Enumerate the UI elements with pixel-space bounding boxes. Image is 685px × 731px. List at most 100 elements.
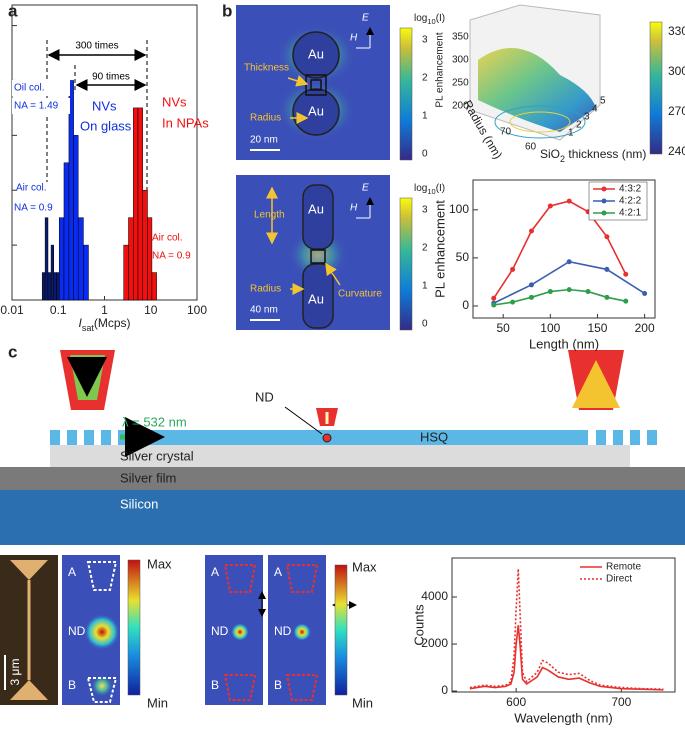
- colorbar-label: Max: [147, 556, 172, 571]
- colorbar-tick-label: 300: [668, 64, 685, 78]
- y-tick-label: 50: [456, 250, 470, 264]
- text-part: thickness (nm): [565, 147, 646, 161]
- subscript: 10: [427, 187, 435, 196]
- text-part: (Mcps): [94, 316, 131, 330]
- colorbar-label: Min: [147, 695, 168, 710]
- label: HSQ: [420, 429, 448, 444]
- particle-label: Au: [308, 103, 324, 118]
- bar: [63, 162, 70, 301]
- point: [510, 266, 516, 272]
- bar: [151, 272, 157, 301]
- bar: [137, 107, 143, 301]
- y-axis-label: Counts: [411, 604, 426, 646]
- point: [585, 289, 591, 295]
- x-tick-label: 100: [540, 321, 560, 335]
- x-tick-label: 60: [525, 142, 537, 153]
- point: [547, 203, 553, 209]
- axis-label: E: [362, 183, 369, 194]
- legend-label: 4:3:2: [619, 184, 642, 195]
- y-tick-label: 3: [584, 112, 590, 123]
- point: [642, 290, 648, 296]
- bar: [133, 107, 139, 301]
- x-axis-label: Wavelength (nm): [514, 710, 613, 725]
- layer-label: Silicon: [120, 496, 158, 511]
- x-tick-label: 1: [101, 303, 108, 317]
- x-axis-label: Isat(Mcps): [78, 316, 130, 333]
- point: [604, 294, 610, 300]
- bar: [142, 189, 148, 301]
- bar: [73, 135, 79, 301]
- plot-frame: [451, 557, 676, 693]
- annotation: Radius: [250, 284, 281, 295]
- point: [566, 287, 572, 293]
- layer-label: Silver film: [120, 470, 176, 485]
- bar: [58, 217, 65, 301]
- bar: [77, 217, 84, 301]
- colorbar-tick-label: 3: [422, 205, 428, 216]
- y-tick-label: 2: [576, 120, 582, 131]
- particle-label: Au: [308, 201, 324, 216]
- text-part: (I): [436, 183, 445, 194]
- subscript: 2: [560, 154, 565, 164]
- text-part: log: [414, 183, 427, 194]
- annotation: Radius: [250, 113, 281, 124]
- panel-label: b: [222, 1, 232, 20]
- y-tick-label: 1: [568, 128, 574, 139]
- series-line: [469, 568, 664, 690]
- colorbar-tick-label: 1: [422, 281, 428, 292]
- map-label: ND: [211, 624, 229, 638]
- z-tick-label: 300: [452, 55, 469, 66]
- bar: [128, 217, 134, 301]
- bar: [56, 272, 60, 301]
- annotation: 90 times: [92, 72, 130, 83]
- y-tick-label: 0: [441, 683, 448, 697]
- legend-marker: [601, 186, 607, 192]
- point: [604, 234, 610, 240]
- colorbar-tick-label: 0: [422, 319, 428, 330]
- text-part: (I): [436, 13, 445, 24]
- annotation: NVs: [162, 94, 187, 109]
- x-tick-label: 0.1: [50, 303, 67, 317]
- y-tick-label: 100: [449, 202, 469, 216]
- axis-label: E: [362, 13, 369, 24]
- x-tick-label: 100: [187, 303, 207, 317]
- annotation: Curvature: [338, 289, 382, 300]
- x-tick-label: 10: [144, 303, 158, 317]
- scale-label: 20 nm: [250, 135, 278, 146]
- x-tick-label: 150: [587, 321, 607, 335]
- particle-label: Au: [308, 291, 324, 306]
- map-label: B: [68, 678, 76, 692]
- map-label: A: [68, 565, 76, 579]
- y-tick-label: 4000: [421, 589, 448, 603]
- series-line: [493, 288, 626, 306]
- y-tick-label: 0: [462, 298, 469, 312]
- legend-marker: [601, 198, 607, 204]
- bar: [41, 272, 46, 301]
- colorbar-tick-label: 1: [422, 111, 428, 122]
- point: [491, 302, 497, 308]
- point: [566, 259, 572, 265]
- legend-label: 4:2:2: [619, 196, 642, 207]
- legend-label: Remote: [606, 562, 641, 573]
- label-box: [12, 98, 70, 114]
- y-tick-label: 5: [600, 96, 606, 107]
- axis-label: H: [350, 203, 358, 214]
- annotation: NA = 0.9: [152, 251, 191, 262]
- point: [528, 228, 534, 234]
- x-axis-label: Length (nm): [529, 336, 599, 351]
- scale-label: 3 μm: [8, 659, 22, 686]
- z-tick-label: 350: [452, 32, 469, 43]
- point: [528, 294, 534, 300]
- point: [547, 289, 553, 295]
- scale-label: 40 nm: [250, 305, 278, 316]
- point: [491, 295, 497, 301]
- series-line: [493, 200, 627, 299]
- text-part: SiO: [540, 147, 560, 161]
- annotation: Oil col.: [14, 83, 45, 94]
- annotation: Length: [254, 210, 285, 221]
- plot-frame: [472, 179, 656, 319]
- z-tick-label: 200: [452, 101, 469, 112]
- panel-label: c: [8, 342, 17, 361]
- annotation: On glass: [80, 118, 132, 133]
- colorbar-tick-label: 3: [422, 35, 428, 46]
